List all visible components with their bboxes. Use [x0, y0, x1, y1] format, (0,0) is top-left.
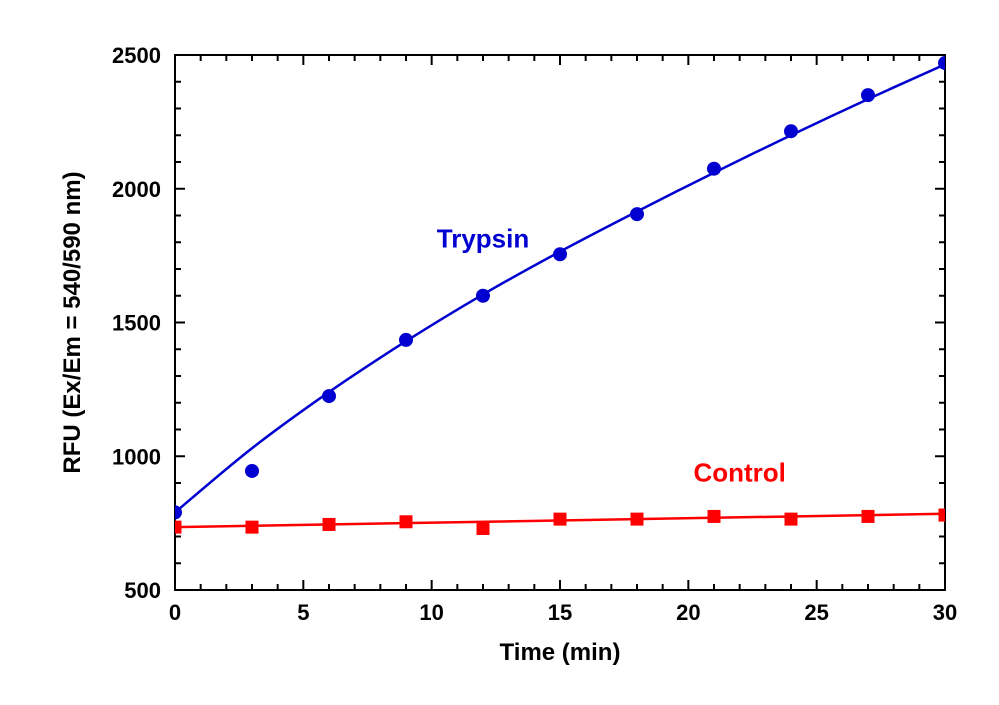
x-tick-label: 0: [169, 600, 181, 625]
y-axis-label: RFU (Ex/Em = 540/590 nm): [59, 171, 86, 473]
x-tick-label: 10: [419, 600, 443, 625]
y-tick-label: 2000: [112, 177, 161, 202]
y-tick-label: 1000: [112, 444, 161, 469]
x-axis-label: Time (min): [500, 639, 621, 666]
series-marker-trypsin: [400, 333, 413, 346]
series-marker-control: [323, 518, 335, 530]
series-marker-control: [785, 513, 797, 525]
series-marker-trypsin: [631, 208, 644, 221]
series-marker-trypsin: [554, 248, 567, 261]
series-marker-trypsin: [246, 464, 259, 477]
series-marker-control: [554, 513, 566, 525]
series-marker-trypsin: [323, 390, 336, 403]
series-marker-control: [477, 522, 489, 534]
series-marker-control: [631, 513, 643, 525]
x-tick-label: 15: [548, 600, 572, 625]
chart: 0 5 10 15 20 25 30 500 1000 1500 2000 2500 Time (min…: [0, 0, 999, 705]
series-marker-control: [246, 521, 258, 533]
series-label-control: Control: [693, 458, 785, 488]
x-tick-label: 30: [933, 600, 957, 625]
series-marker-control: [708, 510, 720, 522]
y-tick-label: 500: [124, 578, 161, 603]
x-tick-label: 20: [676, 600, 700, 625]
y-tick-label: 1500: [112, 311, 161, 336]
series-marker-control: [862, 510, 874, 522]
y-tick-label: 2500: [112, 43, 161, 68]
x-tick-label: 25: [804, 600, 828, 625]
series-marker-trypsin: [708, 162, 721, 175]
series-marker-trypsin: [862, 89, 875, 102]
series-marker-trypsin: [785, 125, 798, 138]
x-tick-label: 5: [297, 600, 309, 625]
series-marker-trypsin: [477, 289, 490, 302]
series-label-trypsin: Trypsin: [437, 224, 529, 254]
series-marker-control: [400, 516, 412, 528]
